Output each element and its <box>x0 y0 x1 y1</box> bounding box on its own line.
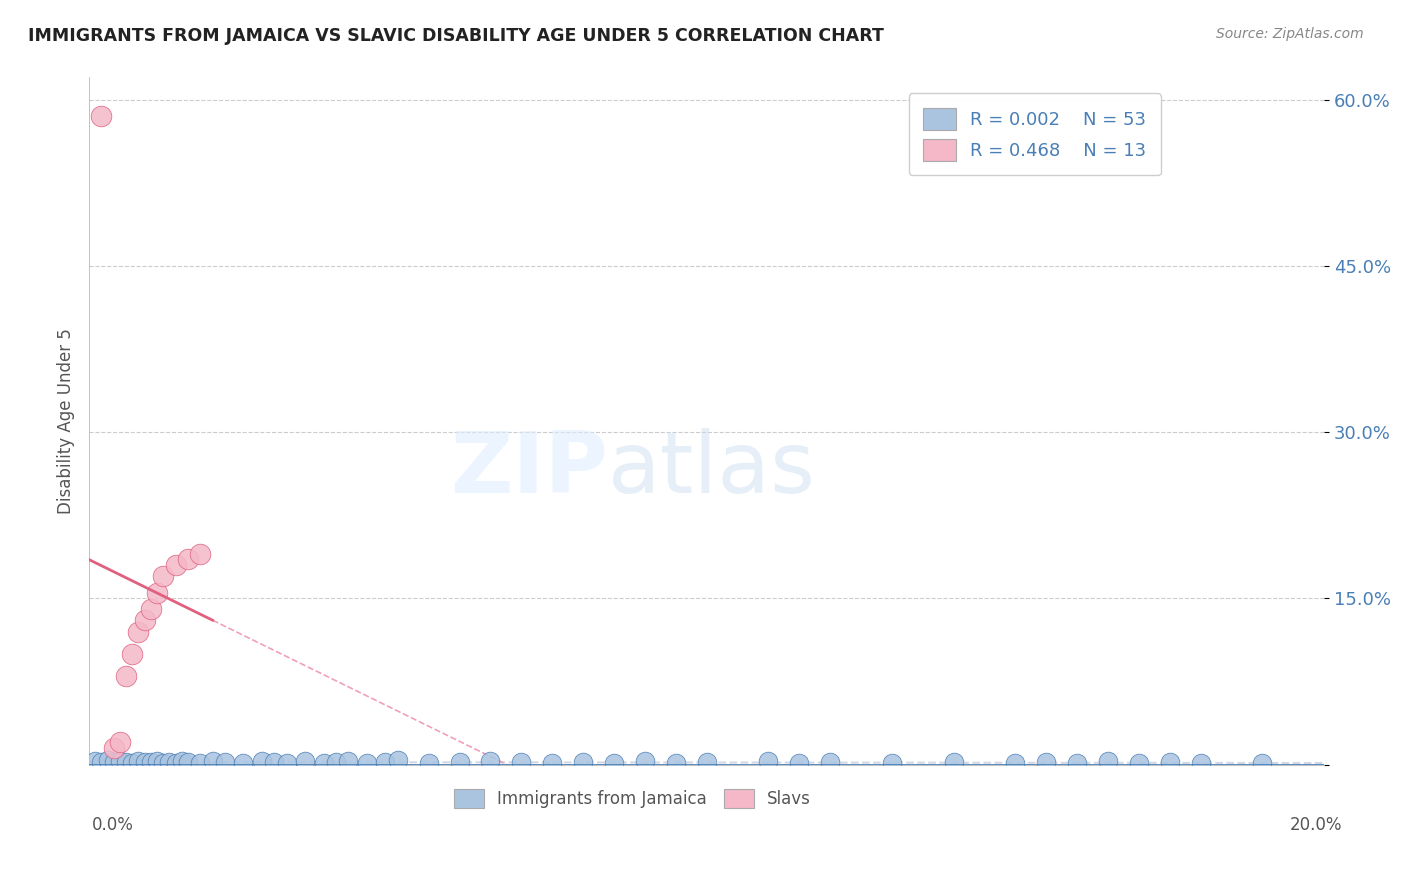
Point <box>108 754 131 768</box>
Point <box>146 754 169 768</box>
Point <box>121 756 143 771</box>
Point <box>374 756 396 770</box>
Point <box>603 756 626 771</box>
Point <box>115 669 138 683</box>
Point <box>1189 756 1212 771</box>
Point <box>510 756 533 770</box>
Point <box>325 756 347 770</box>
Text: ZIP: ZIP <box>450 427 607 510</box>
Point <box>201 754 224 768</box>
Point <box>188 756 211 771</box>
Point <box>818 756 841 770</box>
Point <box>157 756 180 770</box>
Point <box>696 756 718 770</box>
Point <box>1066 756 1088 771</box>
Point <box>214 756 236 770</box>
Point <box>146 586 169 600</box>
Text: 20.0%: 20.0% <box>1291 816 1343 834</box>
Point <box>1035 756 1057 770</box>
Point <box>418 756 440 771</box>
Text: IMMIGRANTS FROM JAMAICA VS SLAVIC DISABILITY AGE UNDER 5 CORRELATION CHART: IMMIGRANTS FROM JAMAICA VS SLAVIC DISABI… <box>28 27 884 45</box>
Point <box>97 753 120 767</box>
Point <box>787 756 810 771</box>
Text: atlas: atlas <box>607 427 815 510</box>
Point <box>139 756 162 770</box>
Point <box>103 740 125 755</box>
Point <box>152 569 174 583</box>
Point <box>1159 756 1181 770</box>
Point <box>121 647 143 661</box>
Point <box>1004 756 1026 771</box>
Point <box>90 109 112 123</box>
Point <box>115 756 138 770</box>
Point <box>1097 754 1119 768</box>
Point <box>634 754 657 768</box>
Point <box>541 756 564 771</box>
Point <box>250 754 273 768</box>
Point <box>942 756 965 770</box>
Point <box>177 552 200 566</box>
Point <box>387 753 409 767</box>
Point <box>103 756 125 770</box>
Text: 0.0%: 0.0% <box>91 816 134 834</box>
Point <box>572 756 595 770</box>
Point <box>170 754 193 768</box>
Point <box>127 754 149 768</box>
Point <box>665 756 688 771</box>
Point <box>312 756 335 771</box>
Point <box>177 756 200 770</box>
Point <box>108 735 131 749</box>
Point <box>756 754 779 768</box>
Point <box>134 614 156 628</box>
Point <box>449 756 471 770</box>
Point <box>139 602 162 616</box>
Point <box>1128 756 1150 771</box>
Point <box>276 756 298 771</box>
Point <box>232 756 254 771</box>
Text: Source: ZipAtlas.com: Source: ZipAtlas.com <box>1216 27 1364 41</box>
Point <box>880 756 903 771</box>
Point <box>134 756 156 770</box>
Point <box>294 754 316 768</box>
Point <box>90 756 112 770</box>
Point <box>188 547 211 561</box>
Point <box>263 756 285 770</box>
Legend: Immigrants from Jamaica, Slavs: Immigrants from Jamaica, Slavs <box>447 782 818 814</box>
Point <box>127 624 149 639</box>
Y-axis label: Disability Age Under 5: Disability Age Under 5 <box>58 328 75 514</box>
Point <box>1251 756 1274 771</box>
Point <box>152 756 174 771</box>
Point <box>356 756 378 771</box>
Point <box>165 558 187 572</box>
Point <box>479 754 502 768</box>
Point <box>84 754 107 768</box>
Point <box>337 754 360 768</box>
Point <box>165 756 187 771</box>
